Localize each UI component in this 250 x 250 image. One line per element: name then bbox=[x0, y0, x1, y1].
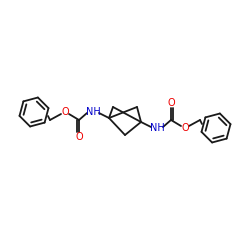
Text: NH: NH bbox=[86, 107, 100, 117]
Text: O: O bbox=[167, 98, 175, 108]
Text: O: O bbox=[75, 132, 83, 142]
Text: O: O bbox=[61, 107, 69, 117]
Text: NH: NH bbox=[150, 123, 164, 133]
Text: O: O bbox=[181, 123, 189, 133]
